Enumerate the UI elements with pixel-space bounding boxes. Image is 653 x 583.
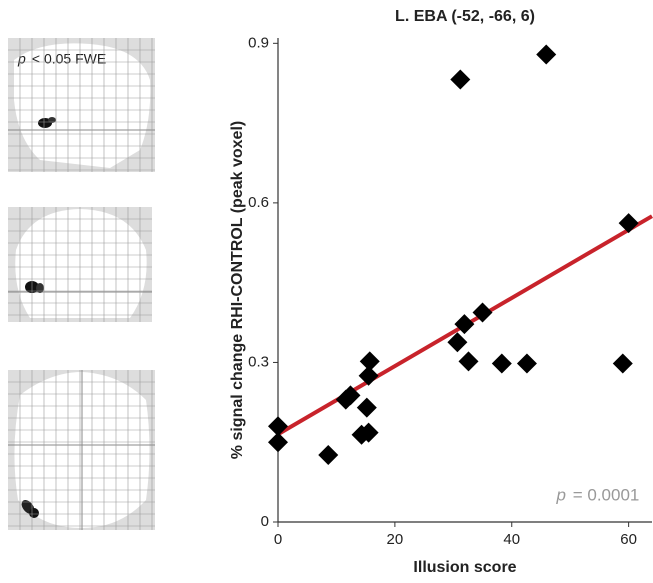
y-tick-label: 0 bbox=[261, 513, 269, 530]
brain-threshold: < 0.05 FWE bbox=[28, 51, 106, 67]
data-point bbox=[459, 351, 479, 371]
x-tick-label: 40 bbox=[503, 531, 520, 548]
y-tick-label: 0.6 bbox=[248, 194, 269, 211]
chart-title: L. EBA (-52, -66, 6) bbox=[395, 8, 535, 25]
x-axis-label: Illusion score bbox=[413, 559, 516, 576]
data-point bbox=[450, 69, 470, 89]
data-point bbox=[360, 351, 380, 371]
data-point bbox=[492, 354, 512, 374]
data-point bbox=[536, 44, 556, 64]
data-point bbox=[517, 354, 537, 374]
figure: p < 0.05 FWE L. EBA (-52, -66, 6) Illusi… bbox=[0, 0, 653, 583]
data-point bbox=[318, 445, 338, 465]
glass-brain-panels: p < 0.05 FWE bbox=[8, 38, 155, 530]
p-value-p: p bbox=[556, 485, 566, 504]
p-value: = 0.0001 bbox=[568, 485, 639, 504]
y-tick-label: 0.9 bbox=[248, 34, 269, 51]
x-tick-label: 0 bbox=[274, 531, 282, 548]
data-point bbox=[268, 432, 288, 452]
x-tick-label: 20 bbox=[387, 531, 404, 548]
data-point bbox=[613, 354, 633, 374]
brain-threshold-p: p bbox=[17, 51, 26, 67]
x-tick-label: 60 bbox=[620, 531, 637, 548]
data-point bbox=[357, 398, 377, 418]
y-tick-label: 0.3 bbox=[248, 353, 269, 370]
data-point bbox=[619, 213, 639, 233]
y-axis-label: % signal change RHI-CONTROL (peak voxel) bbox=[229, 121, 246, 459]
